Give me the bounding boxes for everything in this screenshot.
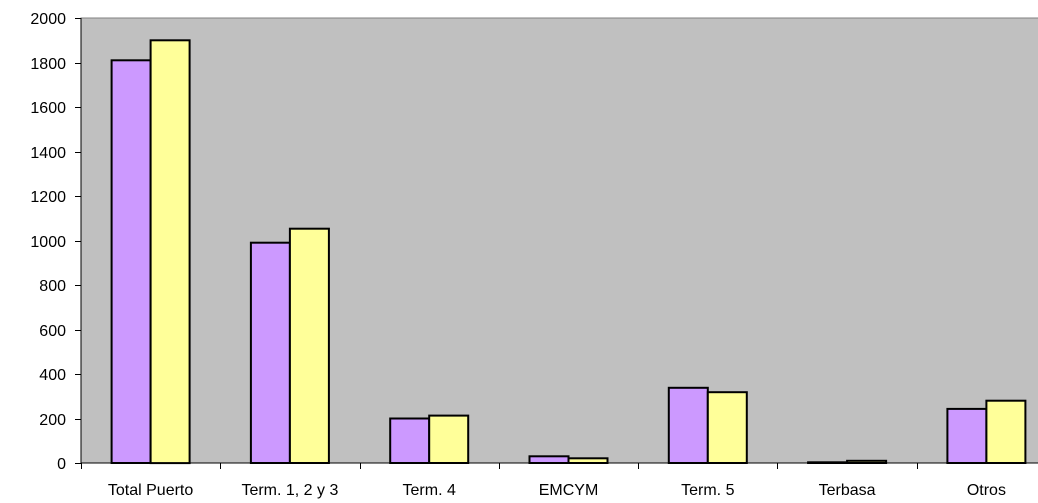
bar-series-2 xyxy=(288,227,330,464)
y-tick-label: 1200 xyxy=(30,189,66,206)
bar-series-2 xyxy=(149,39,191,465)
bar-series-1 xyxy=(389,417,431,464)
x-axis-labels: Total Puerto Term. 1, 2 y 3 Term. 4 EMCYM Te… xyxy=(108,482,1006,499)
axes xyxy=(75,18,1038,469)
x-tick-label: Term. 5 xyxy=(681,482,734,499)
y-tick-label: 400 xyxy=(39,367,66,384)
y-tick-label: 0 xyxy=(57,456,66,473)
y-tick-label: 1800 xyxy=(30,56,66,73)
bar-series-1 xyxy=(528,455,570,464)
bars xyxy=(110,39,1027,465)
y-axis-labels: 0 200 400 600 800 1000 1200 1400 1600 1800 2000 xyxy=(30,11,66,473)
bar-series-1 xyxy=(946,407,988,464)
x-tick-label: Term. 1, 2 y 3 xyxy=(241,482,338,499)
x-tick-label: Term. 4 xyxy=(403,482,456,499)
y-tick-label: 1400 xyxy=(30,145,66,162)
plot-area xyxy=(80,17,1038,464)
bar-series-2 xyxy=(985,399,1027,465)
y-tick-label: 600 xyxy=(39,323,66,340)
y-tick-label: 1000 xyxy=(30,234,66,251)
y-tick-label: 200 xyxy=(39,412,66,429)
x-tick-label: Otros xyxy=(967,482,1006,499)
bar-series-1 xyxy=(667,386,709,464)
bar-series-2 xyxy=(567,457,609,464)
bar-series-2 xyxy=(706,391,748,465)
y-tick-label: 2000 xyxy=(30,11,66,28)
bar-series-1 xyxy=(110,59,152,465)
y-tick-label: 1600 xyxy=(30,100,66,117)
bar-series-1 xyxy=(249,241,291,464)
y-tick-label: 800 xyxy=(39,278,66,295)
x-tick-label: Terbasa xyxy=(819,482,876,499)
x-tick-label: Total Puerto xyxy=(108,482,193,499)
bar-series-2 xyxy=(428,414,470,465)
x-tick-label: EMCYM xyxy=(539,482,599,499)
